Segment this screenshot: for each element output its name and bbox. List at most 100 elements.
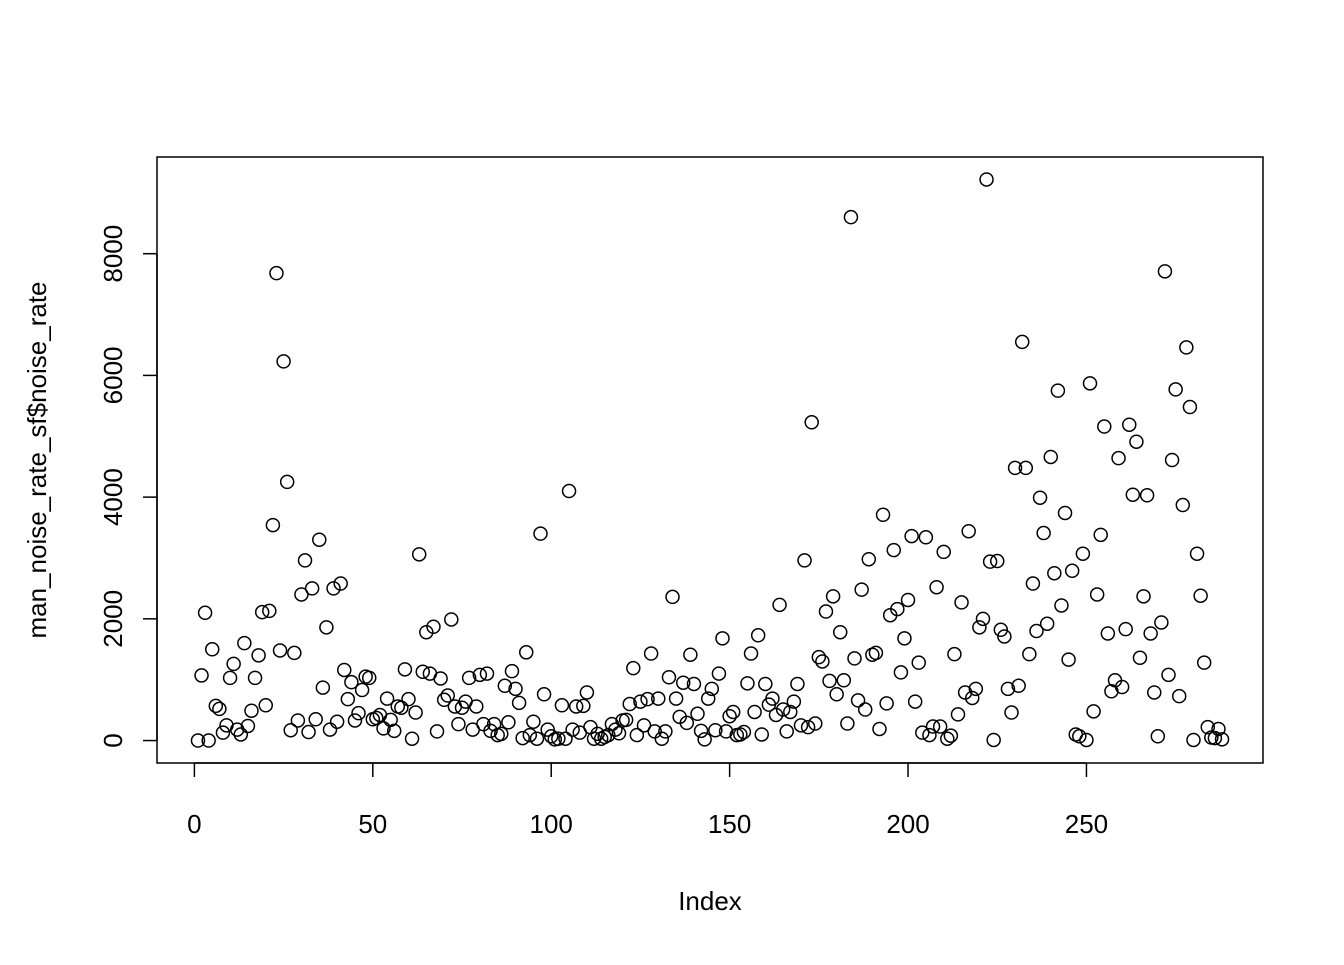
- point: [294, 587, 309, 602]
- point: [608, 722, 623, 737]
- point: [1157, 264, 1173, 279]
- point: [1150, 729, 1166, 744]
- point: [258, 698, 274, 713]
- point: [1114, 679, 1130, 695]
- x-tick-label: 100: [530, 809, 573, 839]
- point: [947, 646, 962, 662]
- point: [922, 727, 937, 743]
- point: [197, 605, 213, 621]
- point: [818, 604, 834, 619]
- point: [1036, 525, 1051, 541]
- point: [797, 553, 812, 568]
- point: [436, 692, 452, 708]
- point: [1196, 655, 1212, 670]
- point: [511, 695, 527, 711]
- point: [287, 645, 302, 661]
- point: [543, 729, 559, 744]
- point: [697, 732, 712, 747]
- point: [840, 716, 855, 731]
- point: [654, 731, 670, 746]
- point: [376, 721, 391, 736]
- point: [304, 581, 320, 596]
- point: [201, 733, 216, 748]
- point: [890, 601, 905, 617]
- point: [472, 667, 488, 683]
- point: [1018, 460, 1034, 476]
- point: [1168, 382, 1183, 397]
- point: [825, 589, 841, 604]
- point: [383, 712, 398, 728]
- point: [586, 731, 602, 746]
- point: [868, 645, 884, 661]
- point: [911, 655, 926, 670]
- point: [686, 676, 702, 692]
- point: [1207, 730, 1223, 746]
- point: [640, 691, 655, 707]
- point: [483, 723, 498, 739]
- y-tick-label: 8000: [98, 225, 128, 283]
- point: [718, 724, 734, 739]
- point: [626, 660, 641, 676]
- point: [975, 611, 991, 627]
- point: [679, 715, 695, 731]
- y-tick-label: 6000: [98, 346, 128, 404]
- point: [875, 507, 891, 523]
- point: [711, 666, 727, 681]
- point: [847, 651, 862, 666]
- point: [540, 722, 555, 737]
- point: [386, 723, 402, 739]
- point: [1025, 576, 1041, 591]
- point: [1175, 497, 1191, 513]
- point: [554, 698, 570, 713]
- point: [522, 727, 538, 743]
- point: [440, 688, 455, 703]
- point: [283, 722, 298, 738]
- point: [854, 582, 869, 597]
- point: [861, 551, 877, 567]
- point: [322, 722, 338, 737]
- point: [347, 713, 363, 728]
- point: [479, 666, 495, 681]
- point: [451, 716, 466, 732]
- point: [1164, 452, 1180, 468]
- point: [690, 706, 705, 722]
- point: [972, 620, 987, 635]
- point: [526, 714, 541, 729]
- point: [808, 716, 823, 731]
- point: [940, 731, 955, 746]
- point: [661, 670, 677, 685]
- point: [1011, 678, 1026, 694]
- point: [1054, 598, 1069, 613]
- point: [361, 670, 377, 686]
- point: [1047, 565, 1062, 581]
- point: [1139, 488, 1155, 503]
- point: [461, 670, 477, 686]
- point: [1050, 383, 1066, 398]
- point: [743, 646, 759, 661]
- point: [244, 703, 259, 718]
- point: [800, 719, 816, 735]
- point: [1122, 417, 1137, 432]
- plot-box: [156, 156, 1264, 764]
- point: [1189, 546, 1205, 561]
- point: [793, 718, 809, 733]
- point: [1061, 652, 1076, 667]
- point: [668, 691, 684, 706]
- point: [993, 622, 1009, 638]
- point: [1097, 419, 1112, 434]
- point: [354, 682, 370, 698]
- x-tick-label: 0: [187, 809, 201, 839]
- point: [622, 696, 637, 712]
- point: [950, 707, 966, 722]
- point: [251, 648, 266, 663]
- point: [790, 676, 805, 692]
- point: [700, 691, 716, 706]
- point: [775, 702, 791, 717]
- point: [636, 718, 652, 733]
- point: [411, 547, 427, 562]
- point: [1182, 399, 1198, 415]
- point: [426, 619, 441, 635]
- point: [954, 595, 969, 610]
- point: [772, 597, 787, 613]
- point: [379, 691, 395, 706]
